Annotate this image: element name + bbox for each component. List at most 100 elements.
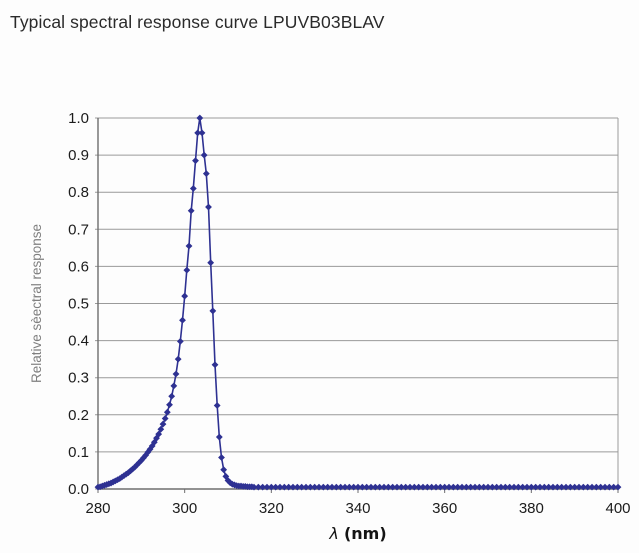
data-point-marker [376,483,384,491]
y-axis-title: Relative sèectral response [29,224,44,383]
data-point-marker [597,483,605,491]
data-point-marker [285,483,293,491]
data-point-marker [402,483,410,491]
data-point-marker [488,483,496,491]
data-point-marker [345,483,353,491]
data-point-marker [566,483,574,491]
data-point-marker [198,129,206,137]
data-point-marker [436,483,444,491]
data-point-marker [328,483,336,491]
data-point-marker [293,483,301,491]
data-point-marker [161,415,169,422]
data-point-marker [324,483,332,491]
data-point-marker [592,483,600,491]
data-point-marker [588,483,596,491]
data-point-marker [129,465,137,473]
data-point-marker [380,483,388,491]
data-point-marker [276,483,284,491]
y-tick-label: 0.6 [68,258,89,275]
data-point-marker [601,483,609,491]
data-point-marker [610,483,618,491]
data-point-marker [166,401,173,409]
data-point-marker [358,483,366,491]
data-point-marker [163,408,171,416]
data-point-marker [549,483,557,491]
data-point-marker [218,454,225,461]
data-point-marker [194,129,202,137]
data-point-marker [209,307,217,315]
data-point-marker [185,242,193,250]
data-point-marker [514,483,522,491]
data-point-marker [144,448,152,456]
data-point-marker [174,355,182,363]
data-point-marker [181,292,189,300]
data-point-marker [493,483,501,491]
data-point-marker [137,457,145,464]
data-point-marker [506,483,514,491]
y-tick-label: 0.7 [68,221,89,238]
data-point-marker [462,483,470,491]
data-point-marker [170,382,178,390]
data-point-marker [575,483,583,491]
data-point-marker [200,151,208,159]
y-tick-label: 0.5 [68,296,89,313]
data-point-marker [367,483,375,491]
x-tick-label: 320 [259,500,284,517]
data-point-marker [159,420,167,428]
data-point-marker [519,483,527,491]
data-point-marker [337,483,345,491]
data-point-marker [497,483,505,491]
data-point-marker [510,483,518,491]
data-point-marker [484,483,492,491]
data-point-marker [215,433,223,441]
data-point-marker [454,483,462,491]
x-tick-label: 340 [345,500,370,517]
data-point-marker [445,483,453,491]
data-point-marker [332,483,340,491]
x-tick-label: 360 [432,500,457,517]
data-point-marker [272,483,280,491]
data-point-marker [419,483,427,491]
data-point-marker [523,483,531,491]
data-point-marker [176,337,184,345]
data-point-marker [558,483,566,491]
data-point-marker [480,483,488,491]
x-tick-label: 400 [605,500,630,517]
data-point-marker [562,483,570,491]
data-point-marker [467,483,475,491]
data-point-marker [397,483,405,491]
data-point-marker [393,483,401,491]
data-point-marker [406,483,414,491]
data-point-marker [205,203,212,211]
data-point-marker [553,483,561,491]
data-point-marker [428,483,436,491]
data-point-marker [179,316,186,324]
chart-title: Typical spectral response curve LPUVB03B… [10,12,385,32]
y-tick-label: 0.3 [68,370,89,387]
y-tick-label: 0.4 [68,333,89,350]
y-tick-label: 0.9 [68,147,89,164]
data-point-marker [302,483,310,491]
data-point-marker [202,170,210,178]
data-point-marker [579,483,587,491]
response-curve [97,117,618,488]
data-point-marker [475,483,483,491]
data-point-marker [250,483,258,491]
data-point-marker [584,483,592,491]
data-point-marker [155,430,163,438]
data-point-marker [140,454,147,462]
data-point-marker [384,483,392,491]
data-point-marker [350,483,358,491]
data-point-marker [187,207,195,215]
y-tick-label: 0.1 [68,444,89,461]
data-point-marker [298,483,306,491]
data-point-marker [571,483,579,491]
data-point-marker [501,483,509,491]
data-point-marker [135,459,143,467]
data-point-marker [254,483,262,491]
data-point-marker [222,472,230,480]
data-point-marker [192,157,199,165]
data-point-marker [207,259,215,267]
